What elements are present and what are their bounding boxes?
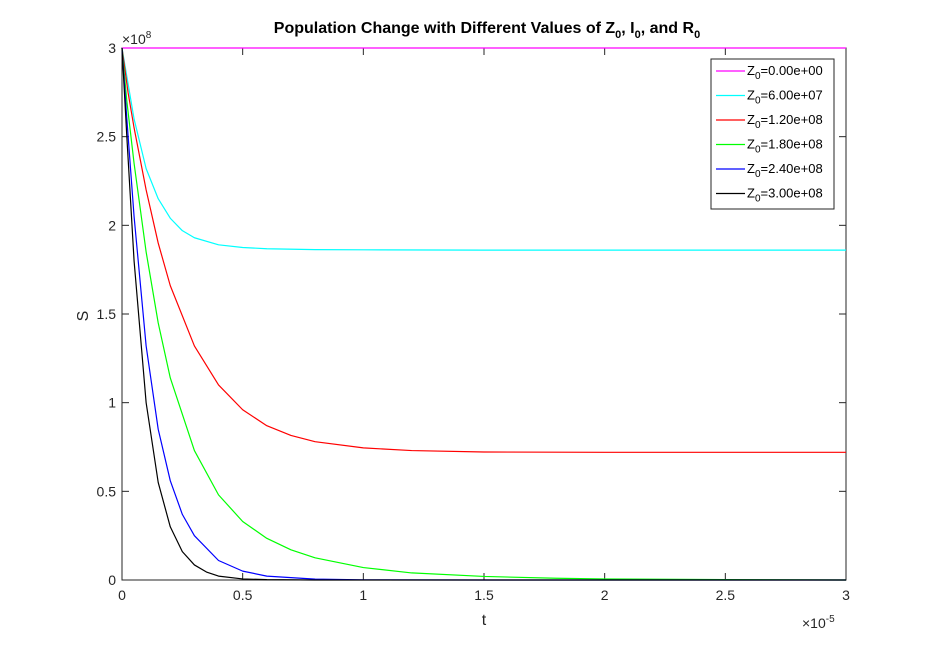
legend-entry-label: Z0=6.00e+07	[747, 88, 823, 107]
x-axis-label: t	[482, 612, 487, 629]
x-tick-label: 2.5	[716, 587, 736, 603]
y-tick-label: 1.5	[97, 306, 117, 322]
y-tick-label: 0	[108, 572, 116, 588]
series-line-5	[121, 47, 846, 581]
x-axis-multiplier: ×10-5	[802, 614, 835, 631]
y-tick-label: 0.5	[97, 483, 117, 499]
legend: Z0=0.00e+00 Z0=6.00e+07 Z0=1.20e+08 Z0=1.80…	[710, 58, 835, 210]
series-line-3	[121, 47, 847, 581]
legend-entry-label: Z0=2.40e+08	[747, 161, 823, 180]
x-tick-label: 1	[359, 587, 367, 603]
y-axis-multiplier: ×108	[122, 30, 152, 47]
y-axis-label: S	[75, 311, 92, 322]
y-tick-label: 2	[108, 217, 116, 233]
series-lines	[121, 47, 847, 581]
chart-title: Population Change with Different Values …	[274, 20, 700, 41]
y-tick-label: 2.5	[97, 129, 117, 145]
x-tick-label: 0	[118, 587, 126, 603]
x-tick-label: 2	[601, 587, 609, 603]
legend-box	[710, 58, 835, 210]
legend-entry-label: Z0=1.80e+08	[747, 137, 823, 156]
series-line-1	[121, 47, 846, 251]
legend-entry-label: Z0=0.00e+00	[747, 63, 823, 82]
x-tick-label: 3	[842, 587, 850, 603]
x-tick-labels: 0 0.5 1 1.5 2 2.5 3	[118, 587, 850, 603]
series-line-2	[121, 47, 846, 453]
y-tick-label: 3	[108, 40, 116, 56]
legend-entry-label: Z0=3.00e+08	[747, 186, 823, 205]
x-tick-label: 0.5	[233, 587, 253, 603]
y-tick-label: 1	[108, 395, 116, 411]
x-tick-label: 1.5	[474, 587, 494, 603]
legend-entry-label: Z0=1.20e+08	[747, 112, 823, 131]
y-tick-labels: 0 0.5 1 1.5 2 2.5 3	[97, 40, 117, 588]
